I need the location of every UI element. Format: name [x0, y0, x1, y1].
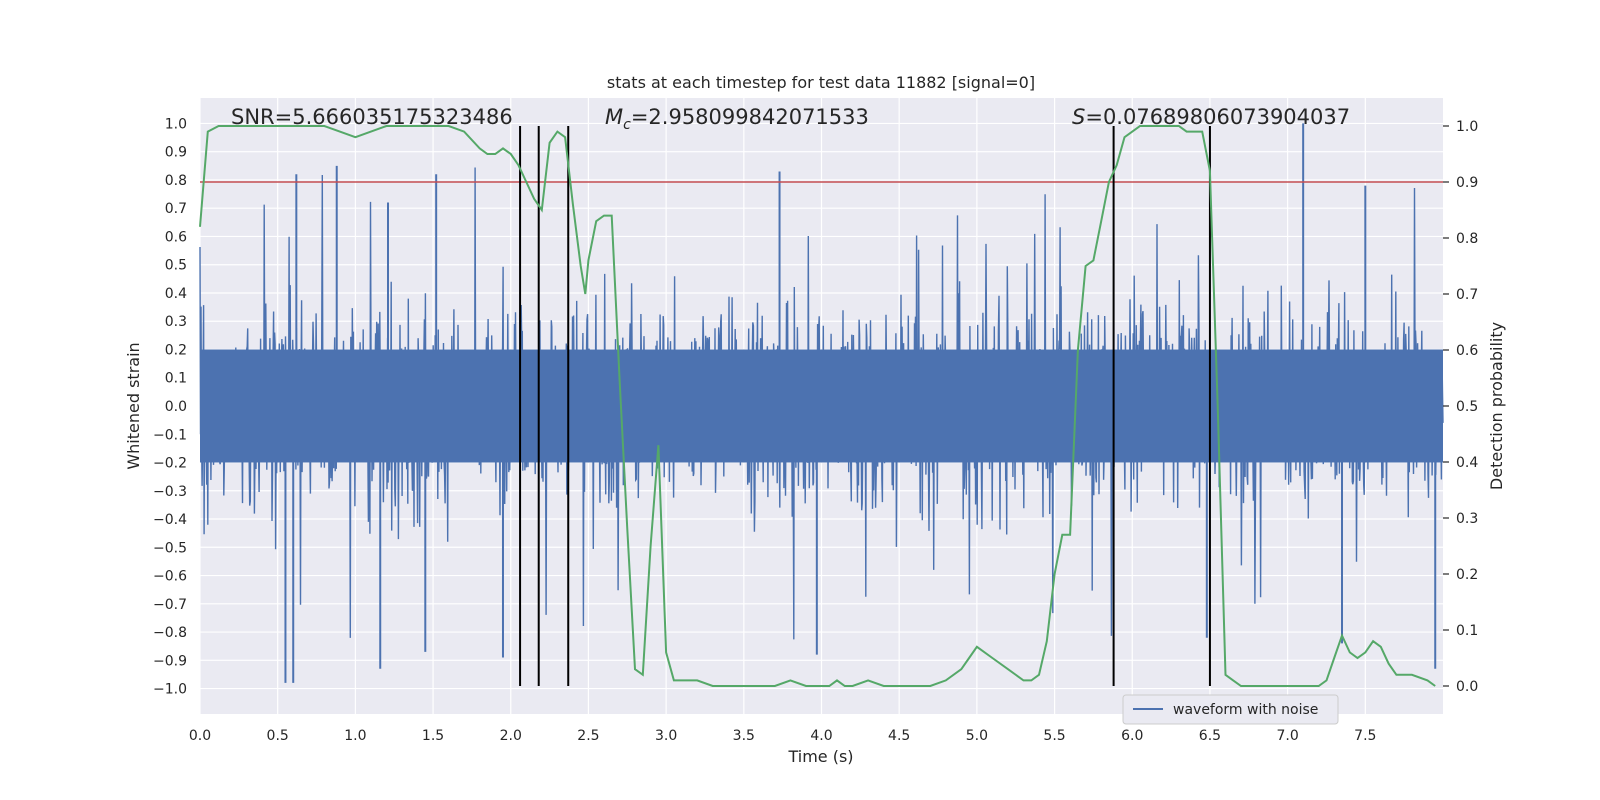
y-right-tick-label: 1.0	[1456, 119, 1478, 135]
y-left-tick-label: 0.5	[165, 258, 187, 274]
x-tick-label: 1.5	[422, 728, 444, 744]
y-left-tick-label: −0.6	[153, 569, 187, 585]
y-left-axis-label: Whitened strain	[124, 342, 143, 469]
x-tick-label: 6.5	[1199, 728, 1221, 744]
y-left-tick-label: 0.4	[165, 286, 187, 302]
y-right-tick-label: 0.4	[1456, 455, 1478, 471]
y-right-tick-label: 0.1	[1456, 623, 1478, 639]
x-tick-label: 7.5	[1354, 728, 1376, 744]
y-left-tick-label: 0.1	[165, 371, 187, 387]
y-left-tick-label: −0.1	[153, 427, 187, 443]
mc-symbol: M	[605, 105, 623, 129]
y-left-tick-label: 0.7	[165, 201, 187, 217]
legend-box	[1122, 694, 1339, 725]
x-tick-label: 1.0	[344, 728, 366, 744]
x-tick-label: 5.5	[1043, 728, 1065, 744]
legend: waveform with noise	[1122, 694, 1339, 725]
y-left-tick-label: −0.8	[153, 625, 187, 641]
x-tick-label: 0.5	[267, 728, 289, 744]
y-left-tick-label: 0.2	[165, 342, 187, 358]
y-right-tick-label: 0.6	[1456, 343, 1478, 359]
x-tick-label: 7.0	[1276, 728, 1298, 744]
y-right-tick-label: 0.9	[1456, 175, 1478, 191]
snr-annotation: SNR=5.666035175323486	[231, 105, 513, 129]
x-tick-label: 2.5	[577, 728, 599, 744]
chart-title: stats at each timestep for test data 118…	[607, 73, 1035, 92]
probability-series	[199, 125, 1436, 687]
detection-probability-line	[199, 125, 1436, 687]
y-right-tick-label: 0.0	[1456, 679, 1478, 695]
x-tick-label: 3.5	[733, 728, 755, 744]
y-right-tick-label: 0.7	[1456, 287, 1478, 303]
y-left-tick-label: 0.8	[165, 173, 187, 189]
x-tick-label: 0.0	[189, 728, 211, 744]
y-left-tick-label: 0.9	[165, 145, 187, 161]
s-value: =0.07689806073904037	[1085, 105, 1350, 129]
y-right-tick-label: 0.8	[1456, 231, 1478, 247]
x-tick-label: 4.0	[810, 728, 832, 744]
y-right-tick-label: 0.3	[1456, 511, 1478, 527]
y-left-tick-label: 1.0	[165, 116, 187, 132]
mc-value: =2.958099842071533	[631, 105, 869, 129]
x-axis-ticks: 0.0 0.5 1.0 1.5 2.0 2.5 3.0 3.5 4.0 4.5 5.0 5.5 6.0 6…	[189, 728, 1377, 744]
y-left-axis-ticks: 1.0 0.9 0.8 0.7 0.6 0.5 0.4 0.3 0.2 0.1 0.0 −0.1 −0.…	[153, 116, 187, 697]
y-left-tick-label: −1.0	[153, 682, 187, 698]
y-left-tick-label: 0.6	[165, 229, 187, 245]
y-right-axis-label: Detection probability	[1487, 322, 1506, 490]
y-left-tick-label: −0.4	[153, 512, 187, 528]
y-left-tick-label: −0.2	[153, 456, 187, 472]
y-left-tick-label: 0.0	[165, 399, 187, 415]
waveform-series	[199, 123, 1444, 683]
y-left-tick-label: −0.5	[153, 540, 187, 556]
y-right-tick-label: 0.5	[1456, 399, 1478, 415]
y-right-axis-ticks: 1.0 0.9 0.8 0.7 0.6 0.5 0.4 0.3 0.2 0.1 0.0	[1443, 119, 1478, 695]
x-tick-label: 2.0	[500, 728, 522, 744]
mc-annotation: Mc=2.958099842071533	[605, 105, 869, 133]
s-annotation: S=0.07689806073904037	[1072, 105, 1350, 129]
x-tick-label: 6.0	[1121, 728, 1143, 744]
x-axis-label: Time (s)	[787, 747, 853, 766]
s-symbol: S	[1072, 105, 1085, 129]
x-tick-label: 5.0	[966, 728, 988, 744]
y-right-tick-label: 0.2	[1456, 567, 1478, 583]
x-tick-label: 4.5	[888, 728, 910, 744]
waveform-core-band	[200, 349, 1443, 463]
mc-subscript: c	[623, 117, 631, 133]
vertical-markers	[519, 126, 1211, 686]
y-left-tick-label: 0.3	[165, 314, 187, 330]
y-left-tick-label: −0.3	[153, 484, 187, 500]
y-left-tick-label: −0.7	[153, 597, 187, 613]
y-left-tick-label: −0.9	[153, 653, 187, 669]
x-tick-label: 3.0	[655, 728, 677, 744]
legend-label: waveform with noise	[1173, 702, 1318, 718]
